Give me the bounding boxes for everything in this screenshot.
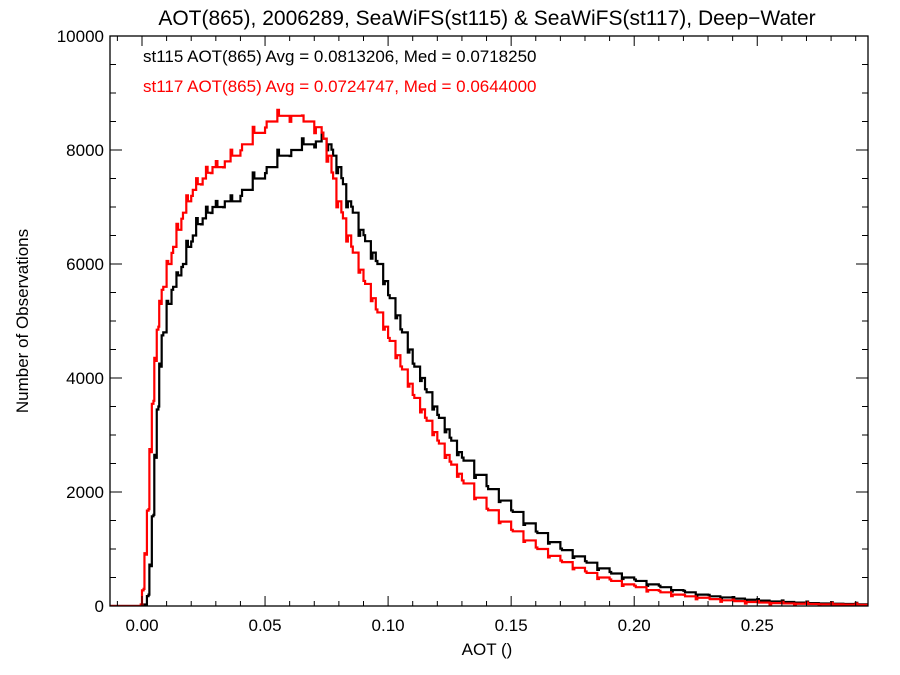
chart-title: AOT(865), 2006289, SeaWiFS(st115) & SeaW… [158, 7, 815, 30]
x-tick-label: 0.05 [248, 616, 281, 635]
x-tick-label: 0.10 [372, 616, 405, 635]
x-axis-label: AOT () [462, 640, 513, 659]
plot-frame [109, 35, 869, 607]
series-line-st115 [110, 131, 868, 606]
y-axis-label: Number of Observations [13, 229, 32, 413]
x-tick-label: 0.00 [125, 616, 158, 635]
y-tick-label: 8000 [66, 141, 104, 160]
annotation-st115: st115 AOT(865) Avg = 0.0813206, Med = 0.… [143, 47, 537, 66]
series-line-st117 [110, 108, 868, 606]
x-tick-label: 0.15 [495, 616, 528, 635]
plot-area [109, 35, 869, 607]
x-tick-label: 0.25 [741, 616, 774, 635]
y-tick-label: 0 [95, 597, 104, 616]
y-tick-label: 10000 [57, 27, 104, 46]
annotation-st117: st117 AOT(865) Avg = 0.0724747, Med = 0.… [143, 77, 537, 96]
y-axis: 0 2000 4000 6000 8000 10000 [57, 27, 868, 616]
y-tick-label: 4000 [66, 369, 104, 388]
y-tick-label: 2000 [66, 483, 104, 502]
x-axis: 0.00 0.05 0.10 0.15 0.20 0.25 [116, 36, 857, 635]
y-tick-label: 6000 [66, 255, 104, 274]
x-tick-label: 0.20 [618, 616, 651, 635]
